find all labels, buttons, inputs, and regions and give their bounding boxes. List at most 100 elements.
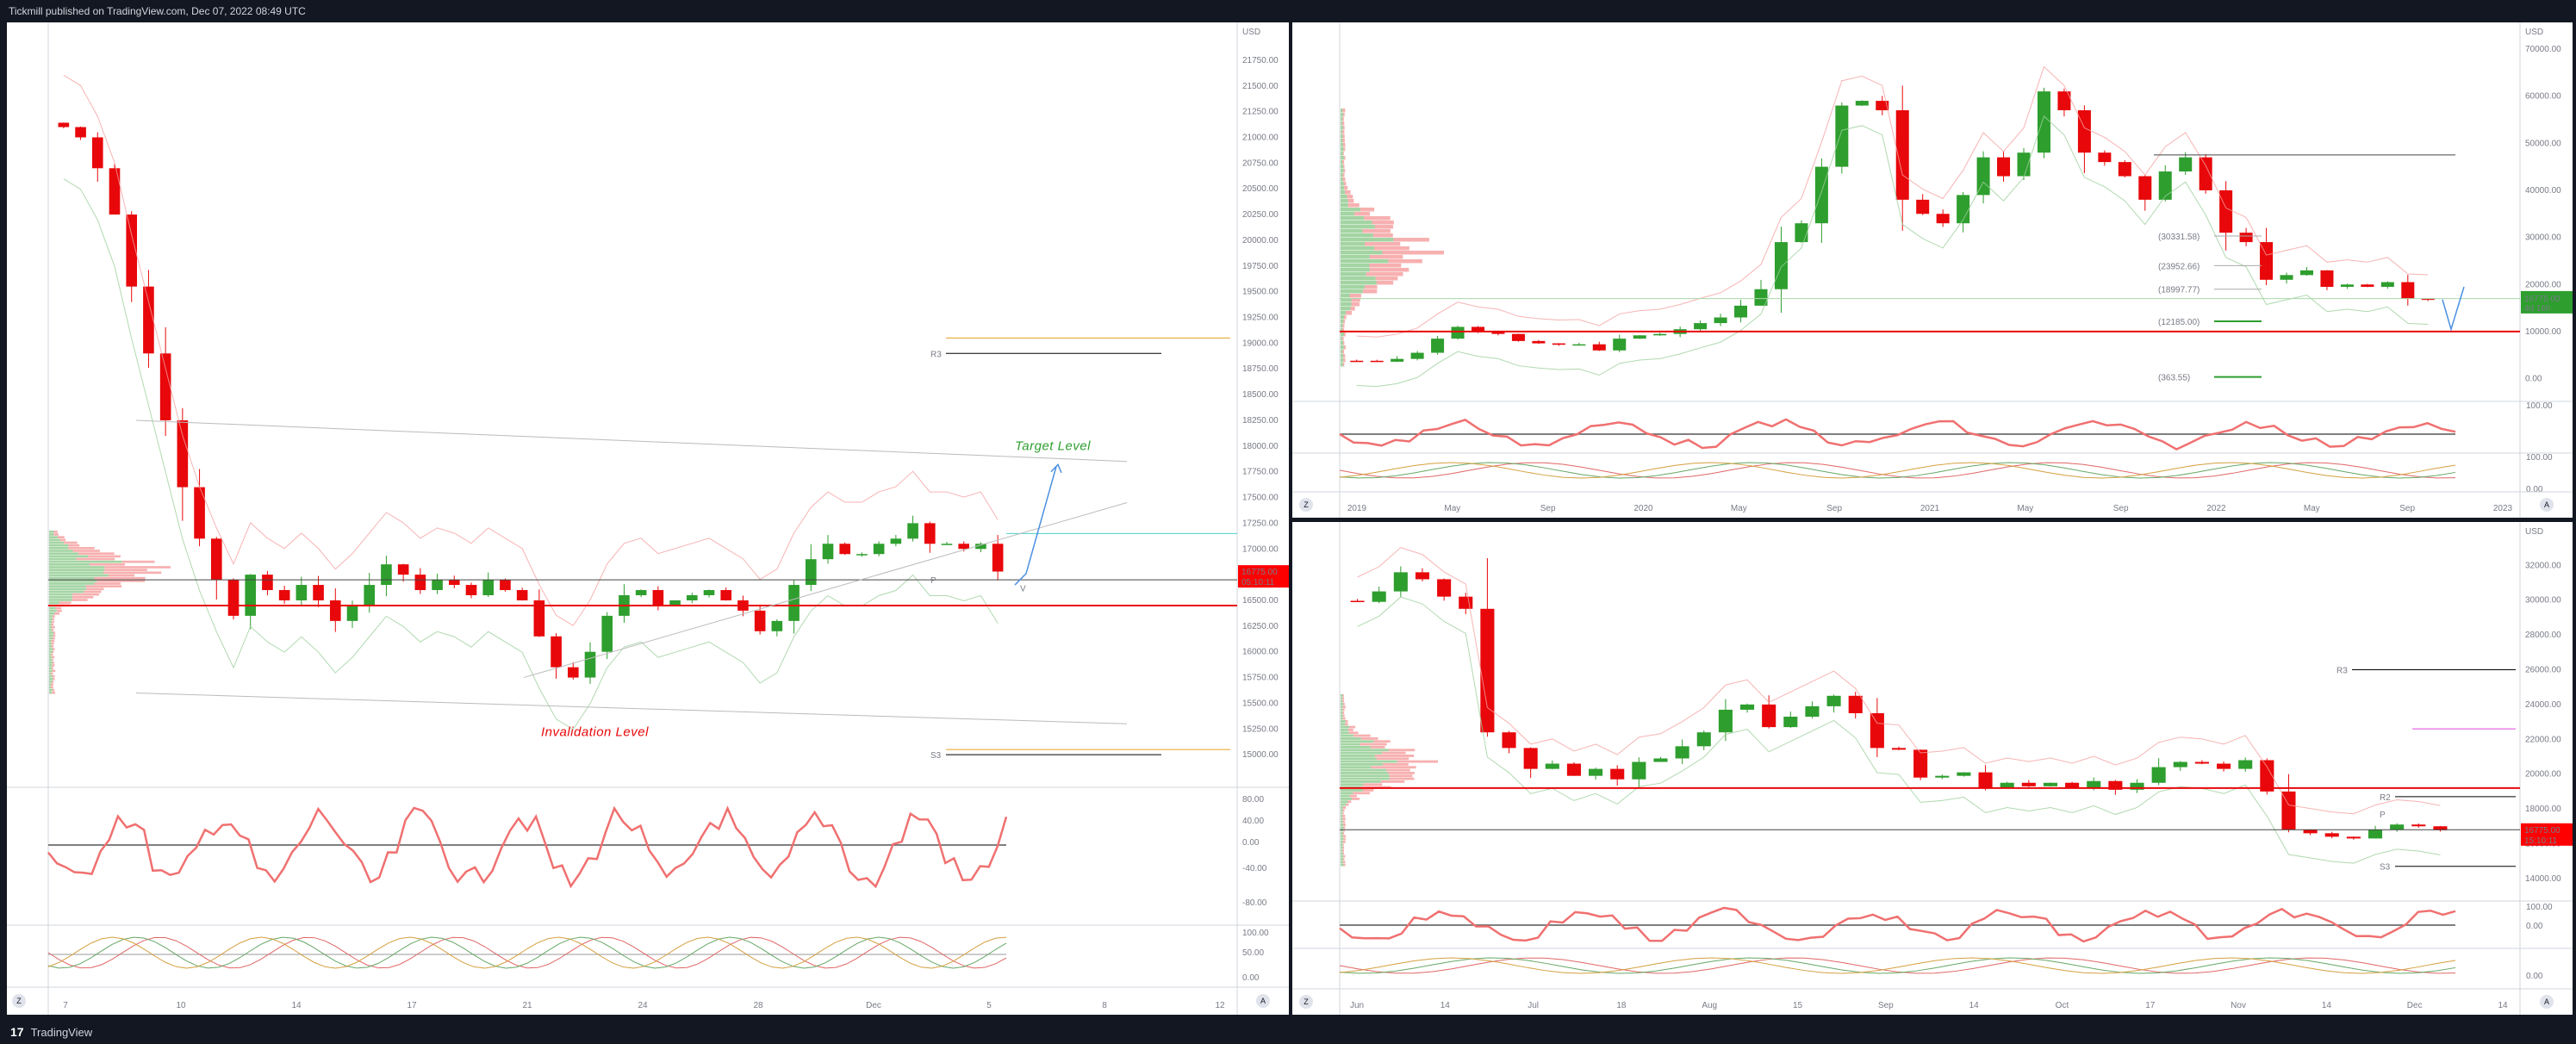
y-tick-label: 19250.00 [1242,314,1279,323]
candle-body [1997,157,2011,177]
volume-profile-sell-bar [1342,126,1345,130]
candle-body [177,419,189,488]
x-tick-label: Sep [2399,504,2415,513]
candle-body [788,585,800,621]
candle-body [2021,782,2036,786]
volume-profile-buy-bar [1341,354,1344,358]
stochastic-line [1339,462,2456,479]
countdown-label: 15:10:11 [2524,836,2558,846]
candle-body [703,590,715,595]
volume-profile-buy-bar [49,582,95,585]
x-tick-label: 14 [2498,1001,2508,1010]
y-tick-label: 26000.00 [2525,665,2561,674]
candle-body [2130,782,2144,790]
lower-band-line [1356,115,2429,388]
s3-label: S3 [2380,863,2391,873]
auto-scale-button-bottom-right[interactable]: A [2540,995,2554,1009]
zoom-button-left[interactable]: Z [12,994,26,1008]
publish-line: Tickmill published on TradingView.com, D… [9,5,306,17]
candle-body [720,590,732,600]
x-tick-label: 15 [1793,1001,1803,1010]
volume-profile-buy-bar [49,580,97,582]
x-tick-label: 14 [1440,1001,1451,1010]
volume-profile-buy-bar [1341,740,1374,743]
volume-profile-sell-bar [1348,731,1359,735]
volume-profile-sell-bar [1342,846,1345,849]
volume-profile-sell-bar [1343,169,1346,173]
volume-profile-buy-bar [1341,705,1343,709]
volume-profile-buy-bar [1341,829,1344,832]
volume-profile-sell-bar [53,533,59,536]
channel-top-line [135,419,1128,463]
candle-body [856,554,868,556]
y-tick-label: 19500.00 [1242,288,1279,297]
level-label: (30331.58) [2158,233,2200,242]
volume-profile-buy-bar [1341,294,1350,298]
volume-profile-buy-bar [1341,720,1346,723]
volume-profile-buy-bar [1341,324,1343,328]
current-price-badge [2521,823,2573,846]
y-tick-label: 20000.00 [2525,280,2561,289]
candle-body [1566,763,1581,776]
y-tick-label: 20750.00 [1242,158,1279,168]
chart-top-right-svg[interactable]: USD 70000.00 60000.00 50000.00 40000.00 30000… [1292,22,2573,518]
zoom-button-top-right[interactable]: Z [1299,498,1313,512]
volume-profile-buy-bar [1341,186,1345,190]
x-tick-label: Jul [1528,1001,1539,1010]
volume-profile-sell-bar [1342,699,1345,703]
volume-profile-buy-bar [1341,242,1366,246]
p-label: P [2380,811,2386,820]
auto-scale-button-left[interactable]: A [1256,994,1270,1008]
candle-body [771,620,783,631]
volume-profile-buy-bar [49,547,69,550]
volume-profile-sell-bar [51,623,54,626]
auto-scale-button-top-right[interactable]: A [2540,498,2554,512]
y-tick-label: 40000.00 [2525,186,2561,196]
level-label: (18997.77) [2158,286,2200,295]
volume-profile-buy-bar [1341,780,1381,783]
chart-bottom-right-svg[interactable]: USD 32000.00 30000.00 28000.00 26000.00 24000… [1292,522,2573,1015]
volume-profile-buy-bar [49,645,52,648]
volume-profile-buy-bar [1341,350,1343,354]
candle-body [805,559,817,586]
volume-profile-sell-bar [72,550,100,552]
y-tick-label: 15000.00 [1242,750,1279,760]
candle-body [2390,824,2405,830]
y-tick-label: 19000.00 [1242,339,1279,348]
volume-profile-buy-bar [1341,817,1343,821]
candle-body [1632,761,1646,780]
volume-profile-buy-bar [1341,272,1366,277]
chart-left-svg[interactable]: USD21750.0021500.0021250.0021000.0020750… [7,22,1289,1015]
volume-profile-sell-bar [94,582,121,585]
candle-body [2361,284,2374,287]
volume-profile-buy-bar [1341,134,1343,139]
volume-profile-sell-bar [1362,289,1378,294]
volume-profile-sell-bar [1347,729,1353,731]
current-price-badge [1238,565,1289,588]
volume-profile-sell-bar [1349,794,1357,798]
volume-profile-buy-bar [49,629,53,631]
tradingview-brand[interactable]: TradingView [30,1025,93,1039]
candle-body [2320,270,2334,287]
chart-panel-left[interactable]: USD 21750.00 21500.00 21250.00 21000.00 20750… [7,22,1289,1015]
candle-body [2000,782,2014,788]
y-tick-label: 16500.00 [1242,596,1279,606]
volume-profile-sell-bar [52,662,54,664]
chart-panel-top-right[interactable]: USD 70000.00 60000.00 50000.00 40000.00 30000… [1292,22,2573,518]
volume-profile-buy-bar [49,555,89,558]
chart-panel-bottom-right[interactable]: USD 32000.00 30000.00 28000.00 26000.00 24000… [1292,522,2573,1015]
volume-profile-sell-bar [53,674,55,678]
volume-profile-sell-bar [1380,780,1405,783]
x-tick-label: Sep [1826,504,1842,513]
volume-profile-buy-bar [1341,233,1373,238]
volume-profile-buy-bar [1341,763,1384,766]
zoom-button-bottom-right[interactable]: Z [1299,995,1313,1009]
volume-profile-sell-bar [68,547,95,550]
y-tick-label: 19750.00 [1242,262,1279,271]
volume-profile-sell-bar [1342,858,1345,861]
volume-profile-sell-bar [1369,268,1409,272]
candle-body [245,575,257,616]
x-tick-label: 12 [1215,1001,1225,1010]
volume-profile-sell-bar [1346,803,1349,806]
volume-profile-buy-bar [1341,229,1363,233]
